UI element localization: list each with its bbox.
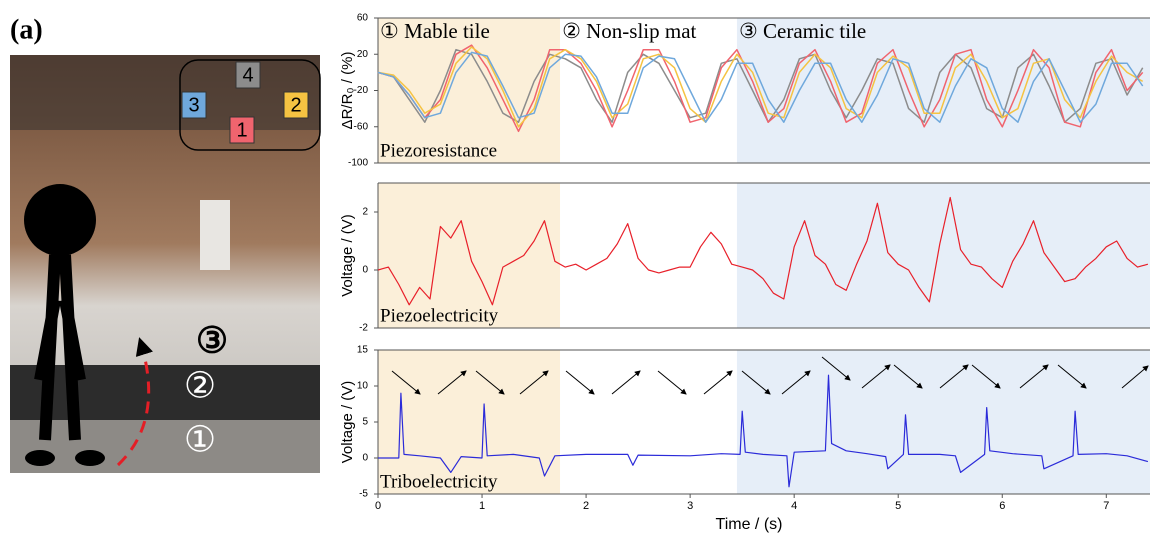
sensor-box	[229, 116, 255, 144]
x-tick-label: 6	[999, 500, 1005, 512]
series-line	[377, 51, 1144, 123]
region-label: ① Mable tile	[380, 19, 490, 43]
y-tick-label: 20	[357, 49, 369, 60]
region-label: ③ Ceramic tile	[739, 19, 866, 43]
y-tick-label: -60	[354, 121, 369, 132]
y-axis-label: Voltage / (V)	[339, 214, 356, 297]
x-tick-label: 3	[687, 500, 693, 512]
direction-arrows	[391, 356, 1149, 395]
sensor-label: 3	[188, 94, 199, 116]
sensor-box	[235, 61, 261, 89]
sensor-label: 2	[290, 94, 301, 116]
step-marker: ②	[184, 365, 216, 406]
x-tick-label: 7	[1103, 500, 1109, 512]
sensor-boxes: 4 1 2 3	[181, 61, 309, 144]
x-tick-label: 4	[791, 500, 797, 512]
series-line	[377, 46, 1144, 128]
sensor-label: 1	[236, 119, 247, 141]
x-axis-label: Time / (s)	[716, 516, 783, 533]
y-tick-label: 10	[357, 381, 369, 392]
x-tick-label: 0	[375, 500, 381, 512]
x-tick-label: 5	[895, 500, 901, 512]
sensor-box	[181, 91, 207, 119]
charts: ① Mable tile ② Non-slip mat ③ Ceramic tile…	[339, 13, 1150, 533]
region-label: ② Non-slip mat	[562, 19, 696, 43]
region	[560, 350, 737, 494]
y-tick-label: 60	[357, 13, 369, 24]
panel-annotation: Triboelectricity	[380, 471, 498, 492]
sensor-label: 4	[242, 64, 253, 86]
series-line	[377, 196, 1149, 306]
y-axis-label: Voltage / (V)	[339, 381, 356, 464]
photo	[10, 55, 321, 473]
region	[736, 183, 1150, 328]
y-tick-label: -5	[359, 489, 368, 500]
x-tick-label: 1	[479, 500, 485, 512]
y-tick-label: 15	[357, 345, 369, 356]
region	[560, 183, 737, 328]
sensor-box	[283, 91, 309, 119]
y-tick-label: 2	[362, 207, 368, 218]
y-tick-label: -100	[348, 158, 368, 169]
y-tick-label: -20	[354, 85, 369, 96]
series-line	[378, 374, 1149, 488]
region	[560, 18, 737, 163]
y-tick-label: 0	[362, 453, 368, 464]
y-axis-label: ΔR/R₀ / (%)	[339, 52, 356, 130]
y-tick-label: 5	[362, 417, 368, 428]
y-tick-label: 0	[362, 265, 368, 276]
region	[736, 350, 1150, 494]
x-tick-label: 2	[583, 500, 589, 512]
panel-annotation: Piezoresistance	[380, 140, 497, 161]
step-marker: ①	[184, 419, 216, 460]
series-line	[377, 48, 1144, 123]
step-marker: ③	[196, 320, 228, 361]
region	[378, 350, 561, 494]
figure-label: (a)	[10, 14, 43, 45]
y-tick-label: -2	[359, 323, 368, 334]
series-line	[377, 44, 1144, 133]
panel-annotation: Piezoelectricity	[380, 305, 499, 326]
